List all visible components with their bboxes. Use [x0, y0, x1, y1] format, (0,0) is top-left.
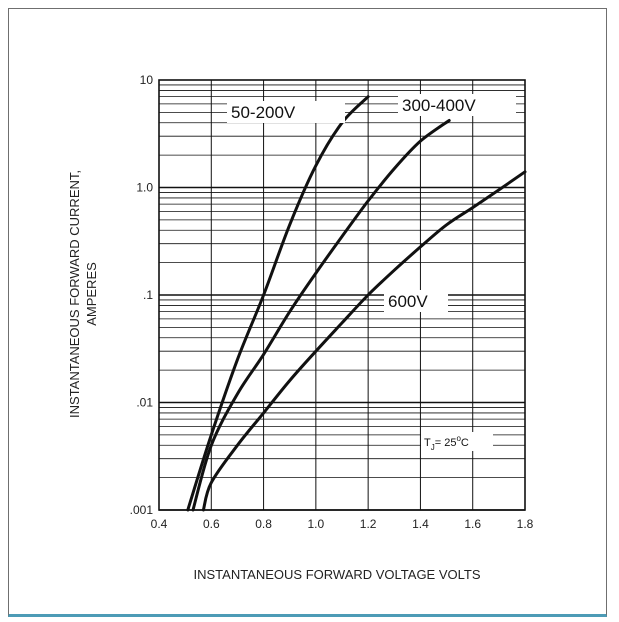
curve-600v — [201, 170, 527, 512]
temp-suffix: C — [461, 437, 469, 449]
curve-label-bg — [227, 101, 345, 123]
y-axis-title-line1: INSTANTANEOUS FORWARD CURRENT, — [67, 170, 82, 418]
x-tick-label: 1.2 — [360, 517, 377, 531]
figure-frame — [8, 8, 607, 617]
curve-label-50-200v: 50-200V — [231, 103, 296, 122]
x-tick-label: 1.6 — [464, 517, 481, 531]
y-tick-label: .01 — [136, 396, 153, 410]
y-axis-title-line2: AMPERES — [84, 262, 99, 326]
temp-superscript: o — [456, 434, 461, 443]
x-tick-label: 1.0 — [308, 517, 325, 531]
x-tick-label: 0.4 — [151, 517, 168, 531]
y-tick-label: .001 — [130, 503, 154, 517]
curve-label-bg — [398, 94, 516, 116]
curve-labels: 50-200V 300-400V 600V — [227, 94, 516, 312]
curves — [186, 95, 527, 512]
temp-prefix: T — [424, 437, 431, 449]
y-tick-label: 10 — [140, 73, 154, 87]
temp-label-bg — [421, 432, 493, 451]
x-tick-label: 1.4 — [412, 517, 429, 531]
y-tick-labels: .001 .01 .1 1.0 10 — [130, 73, 154, 517]
y-tick-label: 1.0 — [136, 181, 153, 195]
curve-label-600v: 600V — [388, 292, 428, 311]
x-tick-label: 1.8 — [517, 517, 534, 531]
curve-label-bg — [384, 290, 448, 312]
temp-subscript: J — [431, 443, 435, 452]
y-tick-label: .1 — [143, 288, 153, 302]
curve-label-300-400v: 300-400V — [402, 96, 476, 115]
plot-border — [158, 79, 526, 511]
x-tick-label: 0.8 — [255, 517, 272, 531]
curve-50-200v — [186, 95, 370, 512]
x-tick-labels: 0.4 0.6 0.8 1.0 1.2 1.4 1.6 1.8 — [151, 517, 534, 531]
x-tick-label: 0.6 — [203, 517, 220, 531]
temp-text: = 25 — [435, 437, 457, 449]
curve-300-400v — [191, 119, 451, 512]
x-axis-title: INSTANTANEOUS FORWARD VOLTAGE VOLTS — [194, 567, 481, 582]
temp-label: TJ= 25oC — [424, 434, 469, 452]
